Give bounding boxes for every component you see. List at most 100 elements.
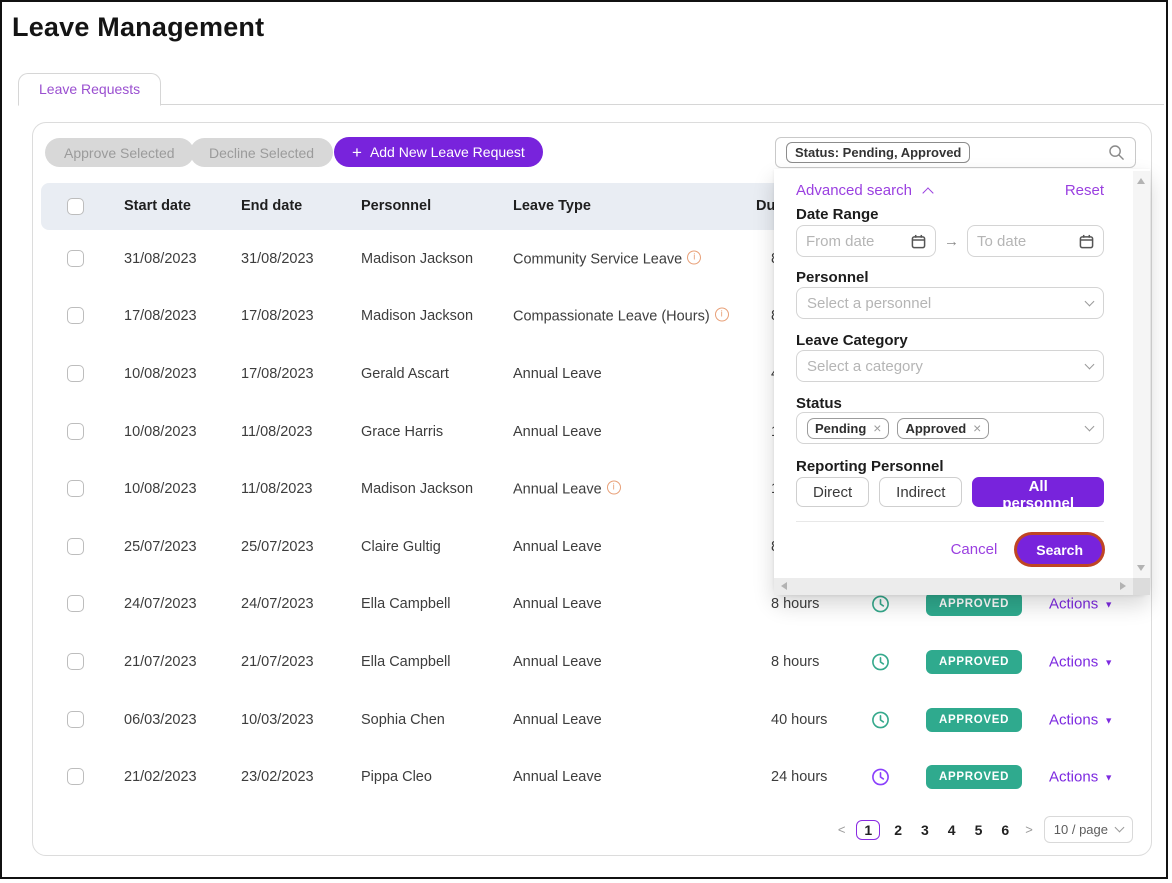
row-checkbox[interactable] (67, 365, 84, 382)
row-actions-button[interactable]: Actions▼ (1049, 653, 1113, 670)
cell-start-date: 21/07/2023 (124, 654, 197, 670)
row-checkbox[interactable] (67, 711, 84, 728)
leave-category-select[interactable]: Select a category (796, 350, 1104, 382)
row-checkbox[interactable] (67, 595, 84, 612)
header-personnel: Personnel (361, 198, 431, 214)
page-4[interactable]: 4 (943, 820, 961, 840)
to-date-input[interactable] (977, 233, 1079, 250)
cell-end-date: 17/08/2023 (241, 366, 314, 382)
cell-personnel: Gerald Ascart (361, 366, 449, 382)
status-chip[interactable]: Approved× (897, 418, 989, 439)
row-checkbox[interactable] (67, 538, 84, 555)
cell-personnel: Pippa Cleo (361, 769, 432, 785)
cell-personnel: Madison Jackson (361, 481, 473, 497)
calendar-icon[interactable] (1079, 234, 1094, 249)
horizontal-scrollbar[interactable] (774, 578, 1133, 595)
tab-underline (18, 104, 1164, 105)
info-icon[interactable]: i (715, 308, 729, 322)
cell-leave-type: Annual Leave (513, 596, 602, 612)
chevron-up-icon[interactable] (922, 187, 933, 198)
cell-end-date: 21/07/2023 (241, 654, 314, 670)
scroll-up-icon[interactable] (1137, 178, 1145, 184)
previous-page-button[interactable]: < (836, 822, 848, 837)
remove-chip-icon[interactable]: × (973, 421, 981, 435)
leave-category-placeholder: Select a category (807, 358, 923, 375)
calendar-icon[interactable] (911, 234, 926, 249)
next-page-button[interactable]: > (1023, 822, 1035, 837)
chevron-down-icon (1085, 296, 1095, 306)
decline-selected-button[interactable]: Decline Selected (190, 138, 333, 167)
cell-leave-type: Annual Leave (513, 539, 602, 555)
row-checkbox[interactable] (67, 480, 84, 497)
info-icon[interactable]: i (607, 481, 621, 495)
page-size-value: 10 / page (1054, 822, 1108, 837)
advanced-search-panel: Advanced search Reset Date Range → Perso… (774, 169, 1150, 595)
caret-down-icon: ▼ (1104, 715, 1113, 725)
reporting-option-indirect[interactable]: Indirect (879, 477, 962, 507)
cell-start-date: 25/07/2023 (124, 539, 197, 555)
approve-selected-button[interactable]: Approve Selected (45, 138, 194, 167)
from-date-input[interactable] (806, 233, 911, 250)
advanced-search-toggle[interactable]: Advanced search (796, 182, 912, 199)
search-filter-tag[interactable]: Status: Pending, Approved (786, 142, 970, 163)
cell-personnel: Sophia Chen (361, 712, 445, 728)
search-button[interactable]: Search (1017, 535, 1102, 564)
reporting-personnel-options: Direct Indirect All personnel (796, 477, 1104, 507)
date-range-label: Date Range (796, 206, 1104, 223)
cancel-button[interactable]: Cancel (951, 541, 998, 558)
cell-start-date: 21/02/2023 (124, 769, 197, 785)
page-size-select[interactable]: 10 / page (1044, 816, 1133, 843)
page-3[interactable]: 3 (916, 820, 934, 840)
page-5[interactable]: 5 (970, 820, 988, 840)
cell-end-date: 25/07/2023 (241, 539, 314, 555)
scroll-left-icon[interactable] (781, 582, 787, 590)
cell-leave-type: Annual Leave (513, 366, 602, 382)
page-6[interactable]: 6 (996, 820, 1014, 840)
reporting-option-all-personnel[interactable]: All personnel (972, 477, 1104, 507)
cell-duration: 40 hours (771, 712, 827, 728)
clock-icon (871, 768, 890, 787)
info-icon[interactable]: i (687, 250, 701, 264)
vertical-scrollbar[interactable] (1133, 171, 1150, 578)
row-checkbox[interactable] (67, 423, 84, 440)
reset-button[interactable]: Reset (1065, 182, 1104, 199)
row-actions-button[interactable]: Actions▼ (1049, 769, 1113, 786)
page-title: Leave Management (12, 12, 264, 43)
row-actions-button[interactable]: Actions▼ (1049, 711, 1113, 728)
caret-down-icon: ▼ (1104, 600, 1113, 610)
row-checkbox[interactable] (67, 653, 84, 670)
header-leave-type: Leave Type (513, 198, 591, 214)
row-checkbox[interactable] (67, 768, 84, 785)
cell-leave-type: Annual Leave (513, 654, 602, 670)
cell-end-date: 31/08/2023 (241, 251, 314, 267)
page-2[interactable]: 2 (889, 820, 907, 840)
row-checkbox[interactable] (67, 250, 84, 267)
row-checkbox[interactable] (67, 307, 84, 324)
remove-chip-icon[interactable]: × (873, 421, 881, 435)
row-actions-button[interactable]: Actions▼ (1049, 596, 1113, 613)
add-new-leave-request-button[interactable]: + Add New Leave Request (334, 137, 543, 167)
cell-start-date: 24/07/2023 (124, 596, 197, 612)
scroll-right-icon[interactable] (1120, 582, 1126, 590)
page-1[interactable]: 1 (856, 820, 880, 840)
pagination-pages: 123456 (856, 820, 1014, 840)
tab-leave-requests[interactable]: Leave Requests (18, 73, 161, 106)
cell-personnel: Ella Campbell (361, 596, 450, 612)
cell-leave-type: Compassionate Leave (Hours)i (513, 308, 729, 325)
table-row: 21/02/202323/02/2023Pippa CleoAnnual Lea… (41, 748, 1145, 806)
status-select[interactable]: Pending× Approved× (796, 412, 1104, 444)
scroll-down-icon[interactable] (1137, 565, 1145, 571)
cell-personnel: Madison Jackson (361, 251, 473, 267)
status-chip[interactable]: Pending× (807, 418, 889, 439)
select-all-checkbox[interactable] (67, 198, 84, 215)
leave-category-label: Leave Category (796, 332, 1104, 349)
search-input[interactable]: Status: Pending, Approved (775, 137, 1136, 168)
clock-icon (871, 595, 890, 614)
personnel-select[interactable]: Select a personnel (796, 287, 1104, 319)
table-row: 21/07/202321/07/2023Ella CampbellAnnual … (41, 633, 1145, 691)
add-button-label: Add New Leave Request (370, 144, 525, 160)
cell-start-date: 10/08/2023 (124, 481, 197, 497)
reporting-option-direct[interactable]: Direct (796, 477, 869, 507)
search-icon[interactable] (1108, 144, 1125, 161)
personnel-label: Personnel (796, 269, 1104, 286)
